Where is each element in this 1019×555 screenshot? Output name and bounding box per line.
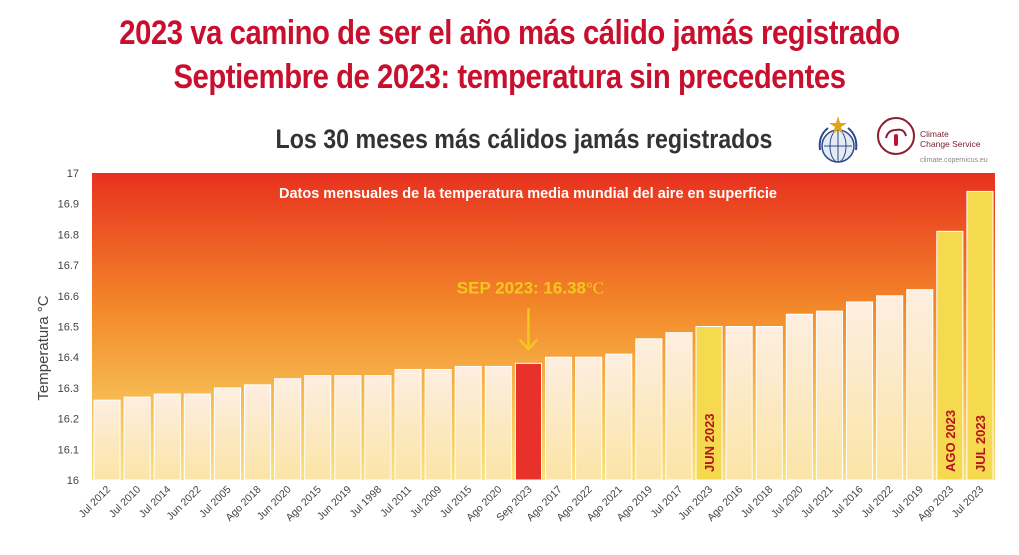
bar-jul-2018 — [755, 326, 783, 481]
chart-subtitle: Datos mensuales de la temperatura media … — [279, 186, 777, 202]
y-tick-label: 16.4 — [58, 352, 79, 364]
bar-jul-2005 — [213, 387, 241, 481]
x-tick-label: Jul 2016 — [829, 484, 866, 521]
headline-line-2: Septiembre de 2023: temperatura sin prec… — [173, 58, 846, 96]
annotation-value: SEP 2023: 16.38 — [457, 278, 586, 297]
bar-jul-2015 — [454, 365, 482, 481]
y-tick-label: 16.8 — [58, 229, 79, 241]
x-tick-label: Jul 2010 — [107, 484, 144, 521]
x-tick-label: Jul 2020 — [769, 484, 806, 521]
x-tick-label: Jul 2018 — [739, 484, 776, 521]
x-tick-label: Jul 1998 — [348, 484, 385, 521]
bar-inner-label: JUL 2023 — [973, 415, 988, 472]
bar-jul-2011 — [394, 368, 422, 481]
bar-ago-2017 — [545, 356, 573, 481]
bar-ago-2015 — [304, 375, 332, 481]
bar-jul-2009 — [424, 368, 452, 481]
bar-ago-2021 — [605, 353, 633, 481]
x-tick-label: Jul 2022 — [859, 484, 896, 521]
x-tick-label: Jul 2021 — [799, 484, 836, 521]
bar-jun-2023 — [695, 326, 723, 481]
bar-jul-2016 — [846, 301, 874, 481]
bar-ago-2022 — [575, 356, 603, 481]
bar-inner-label: AGO 2023 — [943, 410, 958, 472]
plot-background — [92, 173, 995, 480]
bar-jul-2021 — [815, 310, 844, 481]
bar-jun-2019 — [334, 375, 362, 481]
bar-jul-2017 — [665, 332, 693, 481]
bar-jul-2014 — [153, 393, 181, 481]
bar-ago-2023 — [936, 230, 964, 481]
y-tick-label: 16.3 — [58, 383, 79, 395]
bar-jun-2020 — [274, 378, 302, 481]
bar-jul-2019 — [906, 289, 934, 481]
annotation-label: SEP 2023: 16.38°C — [457, 278, 604, 297]
bar-jul-1998 — [364, 375, 392, 481]
bar-jul-2020 — [785, 313, 813, 481]
c3s-line-1: Climate — [920, 129, 949, 139]
y-tick-label: 16.5 — [58, 322, 79, 334]
bar-jul-2023 — [966, 190, 994, 481]
bar-ago-2018 — [244, 384, 272, 481]
y-tick-label: 16.2 — [58, 414, 79, 426]
chart-title: Los 30 meses más cálidos jamás registrad… — [275, 124, 773, 154]
c3s-line-2: Change Service — [920, 139, 981, 149]
y-tick-label: 16 — [67, 475, 79, 487]
x-tick-label: Jul 2023 — [950, 484, 987, 521]
y-tick-label: 16.6 — [58, 291, 79, 303]
y-tick-label: 17 — [67, 168, 79, 180]
bar-jun-2022 — [183, 393, 211, 481]
wmo-logo-icon — [818, 116, 858, 163]
bar-inner-label: JUN 2023 — [702, 413, 717, 472]
annotation-unit: °C — [586, 278, 604, 297]
x-tick-label: Jul 2012 — [77, 484, 114, 521]
y-tick-label: 16.7 — [58, 260, 79, 272]
annotation-arrow-icon — [519, 308, 538, 351]
c3s-url: climate.copernicus.eu — [920, 157, 988, 164]
y-tick-label: 16.9 — [58, 199, 79, 211]
bar-jul-2012 — [93, 399, 121, 481]
bar-ago-2019 — [635, 338, 663, 481]
headline-line-1: 2023 va camino de ser el año más cálido … — [119, 14, 900, 52]
bar-ago-2016 — [725, 326, 753, 481]
bar-jul-2010 — [123, 396, 151, 481]
bar-ago-2020 — [484, 365, 512, 481]
x-tick-label: Jul 2009 — [408, 484, 445, 521]
c3s-logo-text: Climate Change Service — [920, 129, 980, 149]
copernicus-c3s-logo-icon — [877, 117, 915, 155]
y-tick-label: 16.1 — [58, 444, 79, 456]
bar-sep-2023 — [514, 362, 543, 481]
bar-jul-2022 — [876, 295, 904, 481]
y-axis-label: Temperatura °C — [35, 295, 52, 400]
